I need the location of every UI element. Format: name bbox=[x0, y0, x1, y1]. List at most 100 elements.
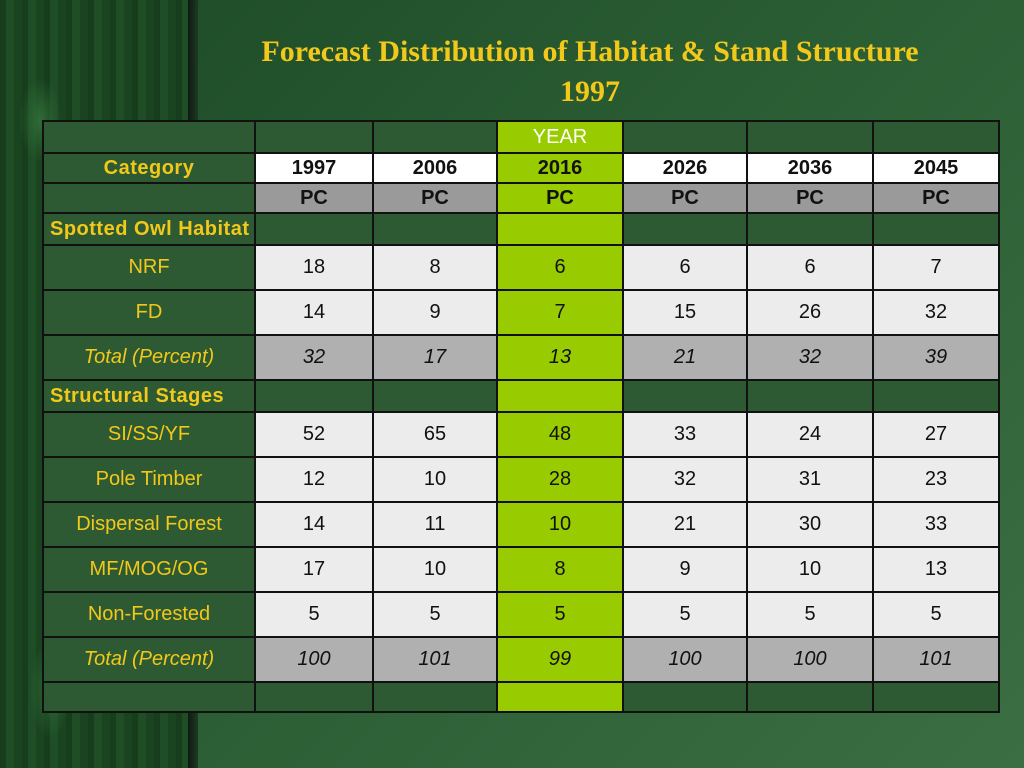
data-row: Non-Forested 5 5 5 5 5 5 bbox=[42, 591, 1000, 638]
section-empty-cell bbox=[746, 379, 874, 413]
empty-cell bbox=[42, 681, 256, 713]
section-empty-cell bbox=[254, 212, 374, 246]
unit-cell: PC bbox=[746, 182, 874, 214]
title-line-2: 1997 bbox=[560, 75, 620, 108]
section-empty-cell bbox=[254, 379, 374, 413]
year-header-cell bbox=[372, 120, 498, 154]
value-cell: 6 bbox=[496, 244, 624, 291]
section-empty-cell bbox=[372, 212, 498, 246]
data-row: NRF 18 8 6 6 6 7 bbox=[42, 244, 1000, 291]
title-line-1: Forecast Distribution of Habitat & Stand… bbox=[261, 35, 919, 68]
unit-cell: PC bbox=[872, 182, 1000, 214]
data-row: FD 14 9 7 15 26 32 bbox=[42, 289, 1000, 336]
total-cell: 32 bbox=[746, 334, 874, 381]
data-row: SI/SS/YF 52 65 48 33 24 27 bbox=[42, 411, 1000, 458]
year-header-cell bbox=[746, 120, 874, 154]
empty-cell bbox=[872, 681, 1000, 713]
value-cell: 52 bbox=[254, 411, 374, 458]
year-cell: 2026 bbox=[622, 152, 748, 184]
value-cell: 7 bbox=[872, 244, 1000, 291]
value-cell: 32 bbox=[872, 289, 1000, 336]
year-cell: 1997 bbox=[254, 152, 374, 184]
empty-cell bbox=[372, 681, 498, 713]
row-label: Pole Timber bbox=[42, 456, 256, 503]
unit-cell: PC bbox=[372, 182, 498, 214]
unit-cell: PC bbox=[622, 182, 748, 214]
data-row: MF/MOG/OG 17 10 8 9 10 13 bbox=[42, 546, 1000, 593]
value-cell: 5 bbox=[622, 591, 748, 638]
value-cell: 14 bbox=[254, 501, 374, 548]
empty-row bbox=[42, 681, 1000, 713]
value-cell: 15 bbox=[622, 289, 748, 336]
value-cell: 65 bbox=[372, 411, 498, 458]
year-header-label: YEAR bbox=[496, 120, 624, 154]
value-cell: 8 bbox=[372, 244, 498, 291]
total-label: Total (Percent) bbox=[42, 334, 256, 381]
value-cell: 21 bbox=[622, 501, 748, 548]
total-cell: 13 bbox=[496, 334, 624, 381]
year-header-cell bbox=[872, 120, 1000, 154]
section-empty-cell bbox=[372, 379, 498, 413]
category-header: Category bbox=[42, 152, 256, 184]
value-cell: 28 bbox=[496, 456, 624, 503]
empty-cell bbox=[746, 681, 874, 713]
value-cell: 6 bbox=[746, 244, 874, 291]
year-cell: 2006 bbox=[372, 152, 498, 184]
value-cell: 5 bbox=[496, 591, 624, 638]
data-row: Pole Timber 12 10 28 32 31 23 bbox=[42, 456, 1000, 503]
value-cell: 33 bbox=[622, 411, 748, 458]
value-cell: 33 bbox=[872, 501, 1000, 548]
value-cell: 10 bbox=[496, 501, 624, 548]
row-label: SI/SS/YF bbox=[42, 411, 256, 458]
unit-cell: PC bbox=[496, 182, 624, 214]
value-cell: 8 bbox=[496, 546, 624, 593]
total-cell: 39 bbox=[872, 334, 1000, 381]
year-header-row: YEAR bbox=[42, 120, 1000, 154]
value-cell: 9 bbox=[372, 289, 498, 336]
value-cell: 5 bbox=[872, 591, 1000, 638]
row-label: Non-Forested bbox=[42, 591, 256, 638]
section-empty-cell bbox=[622, 212, 748, 246]
value-cell: 24 bbox=[746, 411, 874, 458]
year-header-cell bbox=[254, 120, 374, 154]
value-cell: 18 bbox=[254, 244, 374, 291]
unit-cell: PC bbox=[254, 182, 374, 214]
corner-cell bbox=[42, 120, 256, 154]
total-cell: 17 bbox=[372, 334, 498, 381]
slide-title: Forecast Distribution of Habitat & Stand… bbox=[200, 32, 980, 112]
total-cell: 99 bbox=[496, 636, 624, 683]
section-label: Structural Stages bbox=[42, 379, 256, 413]
unit-label-cell bbox=[42, 182, 256, 214]
section-empty-cell bbox=[872, 379, 1000, 413]
total-cell: 100 bbox=[746, 636, 874, 683]
value-cell: 27 bbox=[872, 411, 1000, 458]
value-cell: 48 bbox=[496, 411, 624, 458]
value-cell: 30 bbox=[746, 501, 874, 548]
section-empty-cell bbox=[622, 379, 748, 413]
value-cell: 14 bbox=[254, 289, 374, 336]
section-empty-cell bbox=[872, 212, 1000, 246]
value-cell: 5 bbox=[746, 591, 874, 638]
year-header-cell bbox=[622, 120, 748, 154]
section-empty-cell bbox=[496, 379, 624, 413]
total-label: Total (Percent) bbox=[42, 636, 256, 683]
total-cell: 21 bbox=[622, 334, 748, 381]
value-cell: 23 bbox=[872, 456, 1000, 503]
total-cell: 100 bbox=[254, 636, 374, 683]
section-row: Spotted Owl Habitat bbox=[42, 212, 1000, 246]
data-row: Dispersal Forest 14 11 10 21 30 33 bbox=[42, 501, 1000, 548]
total-cell: 100 bbox=[622, 636, 748, 683]
value-cell: 10 bbox=[372, 546, 498, 593]
habitat-table: YEAR Category 1997 2006 2016 2026 2036 2… bbox=[42, 120, 1000, 713]
section-empty-cell bbox=[496, 212, 624, 246]
value-cell: 10 bbox=[372, 456, 498, 503]
total-row: Total (Percent) 32 17 13 21 32 39 bbox=[42, 334, 1000, 381]
value-cell: 12 bbox=[254, 456, 374, 503]
category-header-row: Category 1997 2006 2016 2026 2036 2045 bbox=[42, 152, 1000, 184]
value-cell: 26 bbox=[746, 289, 874, 336]
value-cell: 17 bbox=[254, 546, 374, 593]
total-cell: 101 bbox=[372, 636, 498, 683]
year-cell: 2045 bbox=[872, 152, 1000, 184]
year-cell: 2036 bbox=[746, 152, 874, 184]
row-label: MF/MOG/OG bbox=[42, 546, 256, 593]
